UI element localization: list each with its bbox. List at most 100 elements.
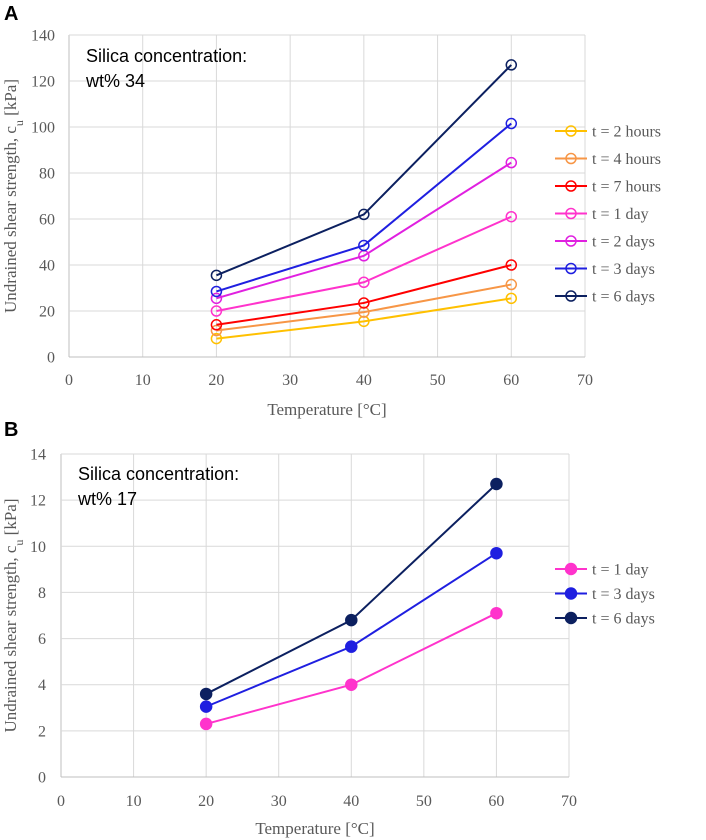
- x-tick-label: 10: [135, 372, 151, 389]
- y-axis-title: Undrained shear strength, cu [kPa]: [1, 79, 26, 313]
- data-point: [358, 250, 370, 262]
- y-tick-label: 0: [38, 770, 46, 787]
- chart-panel-a: A 0 10 20 30 40 50 60 70 0 20 40 60 80 100 120 140 Temper…: [1, 3, 661, 419]
- x-tick-label: 60: [503, 372, 519, 389]
- series-t-1-day: [210, 210, 518, 317]
- x-tick-label: 20: [198, 793, 214, 810]
- series-t-4-hours: [210, 278, 518, 337]
- legend-item: t = 3 days: [555, 586, 655, 603]
- data-point: [505, 210, 518, 223]
- data-point: [358, 239, 370, 252]
- data-point: [505, 278, 518, 291]
- y-axis-title-subscript: u: [12, 540, 26, 546]
- data-point: [358, 297, 370, 309]
- x-tick-label: 30: [271, 793, 287, 810]
- x-tick-label: 10: [126, 793, 142, 810]
- legend: t = 2 hours t = 4 hours t = 7 hours t = 1 d…: [555, 124, 661, 306]
- series-line: [216, 283, 512, 332]
- series-t-3-days: [199, 546, 503, 713]
- series-t-6-days: [199, 477, 503, 701]
- legend-label: t = 2 days: [592, 234, 655, 251]
- data-point: [490, 546, 503, 560]
- y-tick-label: 12: [30, 493, 46, 510]
- x-tick-label: 50: [430, 372, 446, 389]
- y-tick-label: 6: [38, 631, 46, 648]
- x-tick-label: 50: [416, 793, 432, 810]
- data-point: [199, 687, 213, 701]
- legend-item: t = 3 days: [555, 261, 655, 278]
- data-point: [358, 306, 370, 318]
- data-point: [345, 678, 358, 691]
- x-axis-title: Temperature [°C]: [255, 819, 374, 838]
- y-tick-label: 8: [38, 585, 46, 602]
- data-point: [210, 319, 223, 331]
- x-tick-label: 70: [561, 793, 577, 810]
- legend-marker: [565, 262, 577, 275]
- legend-marker: [565, 290, 577, 302]
- y-axis-title: Undrained shear strength, cu [kPa]: [1, 498, 26, 732]
- y-axis-title-subscript: u: [12, 120, 26, 126]
- series-t-6-days: [210, 59, 518, 282]
- legend-marker: [565, 207, 577, 220]
- series-t-1-day: [199, 606, 503, 731]
- series-line: [216, 122, 512, 293]
- legend-item: t = 6 days: [555, 289, 655, 306]
- data-point: [505, 117, 518, 130]
- series-t-2-hours: [210, 292, 518, 345]
- legend-item: t = 1 day: [555, 562, 649, 579]
- data-point: [345, 640, 358, 653]
- legend-label: t = 6 days: [592, 289, 655, 306]
- y-tick-label: 140: [31, 28, 55, 45]
- legend-marker: [565, 235, 577, 247]
- data-point: [210, 285, 223, 298]
- legend-marker: [564, 562, 578, 576]
- x-tick-label: 40: [356, 372, 372, 389]
- legend-label: t = 3 days: [592, 261, 655, 278]
- legend-label: t = 1 day: [592, 206, 649, 223]
- data-point: [505, 156, 518, 169]
- data-point: [505, 259, 518, 271]
- panel-letter: B: [4, 419, 18, 441]
- legend-label: t = 2 hours: [592, 124, 661, 141]
- legend-marker: [564, 587, 578, 600]
- y-tick-label: 20: [39, 304, 55, 321]
- legend-marker: [565, 152, 577, 165]
- y-tick-label: 120: [31, 74, 55, 91]
- legend-label: t = 4 hours: [592, 151, 661, 168]
- data-point: [490, 477, 503, 491]
- x-tick-label: 60: [488, 793, 504, 810]
- series-line: [216, 64, 512, 277]
- annotation-line: Silica concentration:: [86, 46, 247, 66]
- data-point: [199, 717, 213, 731]
- data-point: [358, 315, 370, 328]
- legend-item: t = 4 hours: [555, 151, 661, 168]
- y-tick-label: 40: [39, 258, 55, 275]
- x-tick-label: 40: [343, 793, 359, 810]
- legend-item: t = 1 day: [555, 206, 649, 223]
- data-point: [210, 292, 223, 305]
- data-point: [505, 59, 518, 71]
- legend-label: t = 1 day: [592, 562, 649, 579]
- y-tick-label: 100: [31, 120, 55, 137]
- y-tick-label: 2: [38, 723, 46, 740]
- legend-marker: [565, 180, 577, 192]
- data-point: [210, 305, 223, 317]
- legend-item: t = 2 days: [555, 234, 655, 251]
- annotation-line: wt% 17: [77, 489, 137, 509]
- x-tick-label: 0: [65, 372, 73, 389]
- legend-label: t = 6 days: [592, 611, 655, 628]
- data-point: [490, 606, 503, 620]
- legend-item: t = 2 hours: [555, 124, 661, 141]
- annotation-line: wt% 34: [85, 71, 145, 91]
- data-point: [358, 276, 370, 288]
- y-tick-label: 14: [30, 447, 46, 464]
- legend-label: t = 3 days: [592, 586, 655, 603]
- x-tick-label: 20: [208, 372, 224, 389]
- series-line: [216, 161, 512, 300]
- data-point: [199, 700, 213, 713]
- series-line: [216, 264, 512, 326]
- data-point: [358, 208, 370, 221]
- y-tick-label: 80: [39, 166, 55, 183]
- legend: t = 1 day t = 3 days t = 6 days: [555, 562, 655, 628]
